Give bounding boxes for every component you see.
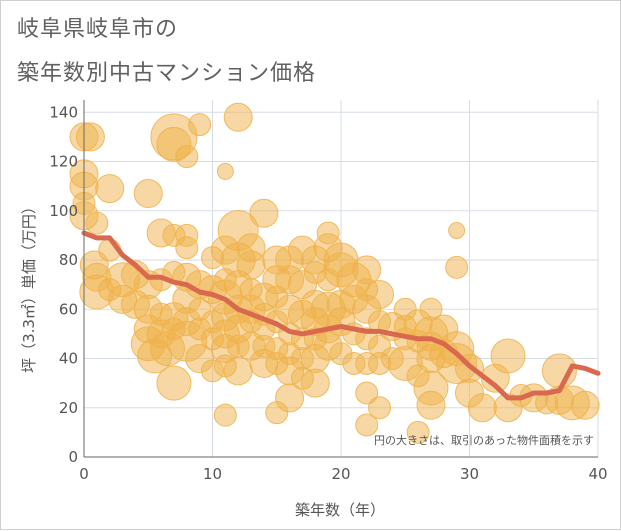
bubble-point (275, 383, 305, 413)
bubble-point (365, 280, 395, 310)
y-tick-label: 100 (49, 202, 78, 220)
y-tick-label: 20 (59, 399, 78, 417)
x-axis-label: 築年数（年） (295, 501, 385, 519)
bubble-point (406, 420, 430, 444)
x-tick-label: 0 (79, 465, 89, 483)
y-tick-label: 80 (59, 251, 78, 269)
bubble-point (175, 236, 199, 260)
bubble-point (249, 198, 279, 228)
bubble-point (445, 255, 469, 279)
bubble-point (85, 211, 109, 235)
bubble-point (300, 368, 330, 398)
y-tick-label: 0 (68, 448, 78, 466)
x-tick-label: 20 (331, 465, 350, 483)
bubble-point (236, 250, 266, 280)
bubble-point (223, 356, 253, 386)
bubble-point (75, 122, 105, 152)
y-tick-label: 120 (49, 153, 78, 171)
y-tick-label: 60 (59, 300, 78, 318)
bubble-point (355, 381, 379, 405)
chart-title-line2: 築年数別中古マンション価格 (17, 61, 317, 86)
bubble-point (570, 390, 600, 420)
bubble-point (467, 393, 497, 423)
bubble-point (213, 403, 237, 427)
bubble-point (490, 338, 526, 374)
bubble-point (188, 113, 212, 137)
y-tick-label: 140 (49, 103, 78, 121)
bubble-point (416, 390, 446, 420)
axes: 0 10 20 30 40 0 20 40 60 80 100 120 140 (49, 100, 608, 483)
y-axis-label: 坪（3.3㎡）単価（万円） (20, 199, 38, 373)
bubble-size-note: 円の大きさは、取引のあった物件面積を示す (374, 433, 594, 447)
average-price-trend-line (81, 230, 601, 401)
bubble-point (368, 396, 392, 420)
bubble-point (223, 102, 253, 132)
bubble-point (216, 162, 234, 180)
bubble-point (156, 365, 192, 401)
bubble-series (69, 102, 600, 444)
x-tick-label: 40 (588, 465, 607, 483)
bubble-point (95, 174, 125, 204)
chart-title-line1: 岐阜県岐阜市の (17, 17, 179, 42)
y-tick-label: 40 (59, 350, 78, 368)
bubble-point (175, 145, 199, 169)
bubble-point (133, 179, 163, 209)
x-tick-label: 30 (460, 465, 479, 483)
bubble-point (448, 221, 466, 239)
bubble-point (355, 413, 379, 437)
x-tick-label: 10 (203, 465, 222, 483)
